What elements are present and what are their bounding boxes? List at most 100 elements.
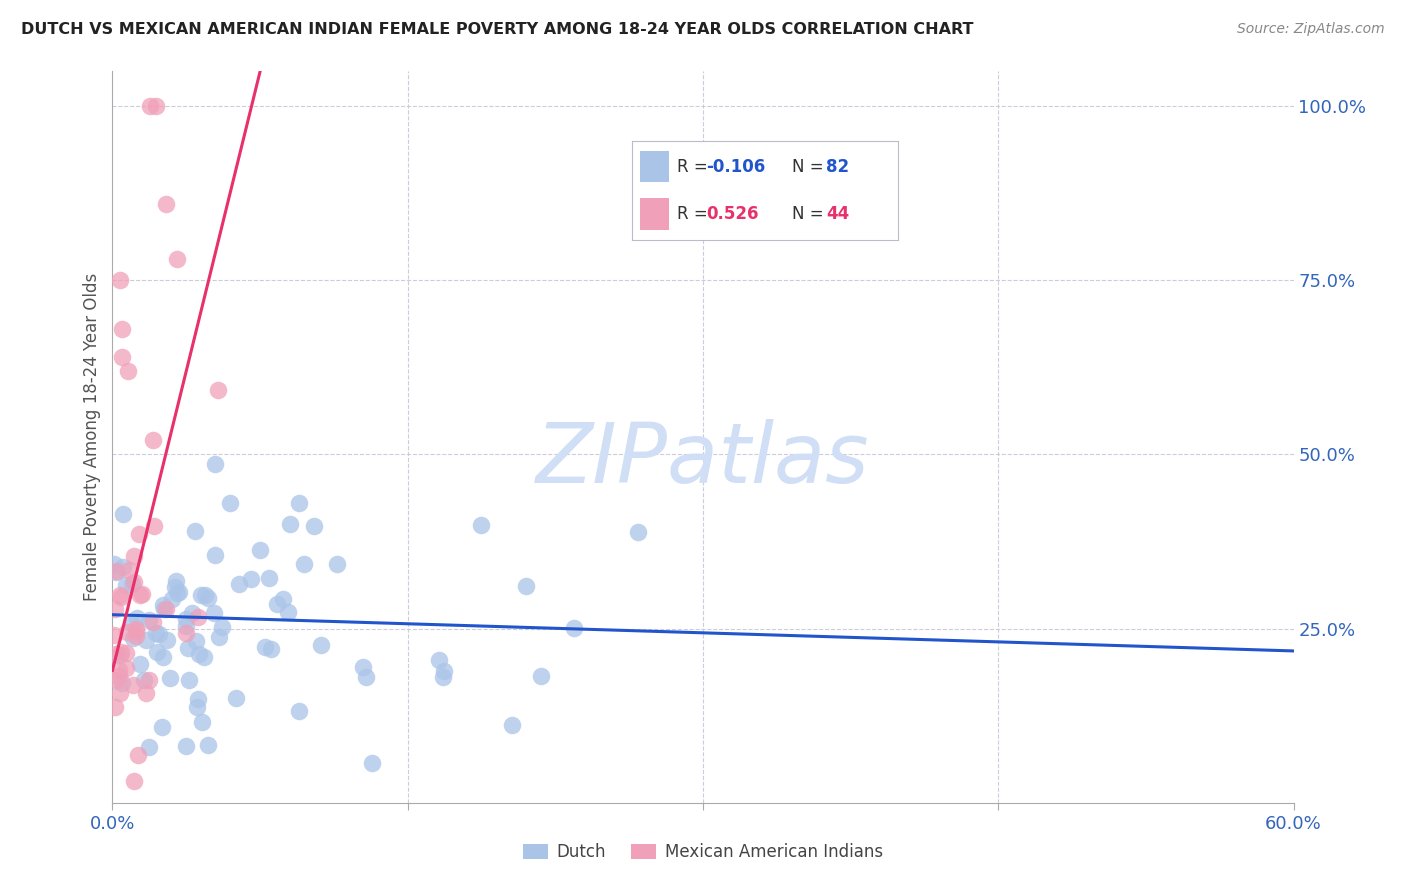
Point	[125, 629, 148, 643]
Point	[309, 638, 332, 652]
Point	[187, 610, 209, 624]
Point	[184, 634, 207, 648]
Point	[257, 571, 280, 585]
Point	[118, 563, 141, 577]
Point	[432, 670, 454, 684]
Point	[225, 690, 247, 705]
Point	[166, 586, 188, 600]
Point	[176, 739, 198, 753]
Point	[218, 496, 240, 510]
Point	[111, 560, 134, 574]
Point	[165, 574, 187, 588]
Point	[174, 612, 197, 626]
Point	[186, 700, 208, 714]
Point	[122, 575, 145, 590]
Point	[104, 700, 127, 714]
Point	[427, 653, 450, 667]
Point	[204, 458, 226, 472]
Point	[104, 565, 127, 579]
Point	[266, 597, 288, 611]
Point	[152, 650, 174, 665]
Point	[501, 718, 523, 732]
Point	[128, 526, 150, 541]
Point	[166, 252, 188, 267]
Point	[184, 524, 207, 538]
Point	[271, 592, 294, 607]
Text: ZIPatlas: ZIPatlas	[536, 418, 870, 500]
Point	[260, 642, 283, 657]
Point	[139, 99, 162, 113]
Point	[115, 646, 138, 660]
Point	[148, 626, 170, 640]
Point	[121, 631, 143, 645]
Point	[155, 602, 177, 616]
Point	[138, 740, 160, 755]
Point	[277, 605, 299, 619]
Point	[204, 548, 226, 562]
Point	[114, 577, 136, 591]
Point	[249, 542, 271, 557]
Point	[278, 517, 301, 532]
Point	[125, 624, 148, 639]
Point	[145, 99, 167, 113]
Point	[152, 599, 174, 613]
Point	[302, 519, 325, 533]
Point	[187, 692, 209, 706]
Point	[208, 630, 231, 644]
Point	[111, 322, 134, 336]
Point	[142, 615, 165, 629]
Point	[103, 557, 125, 571]
Point	[515, 579, 537, 593]
Point	[111, 676, 134, 690]
Legend: Dutch, Mexican American Indians: Dutch, Mexican American Indians	[516, 837, 890, 868]
Point	[190, 588, 212, 602]
Point	[143, 518, 166, 533]
Point	[530, 669, 553, 683]
Point	[115, 624, 138, 639]
Point	[110, 590, 132, 604]
Text: Source: ZipAtlas.com: Source: ZipAtlas.com	[1237, 22, 1385, 37]
Point	[176, 619, 198, 633]
Point	[627, 525, 650, 540]
Point	[145, 626, 167, 640]
Point	[138, 613, 160, 627]
Point	[104, 602, 127, 616]
Point	[352, 659, 374, 673]
Point	[121, 615, 143, 630]
Point	[292, 558, 315, 572]
Point	[108, 668, 131, 682]
Point	[131, 587, 153, 601]
Point	[129, 657, 152, 672]
Point	[132, 673, 155, 687]
Point	[121, 577, 143, 591]
Point	[470, 517, 492, 532]
Point	[193, 650, 215, 665]
Point	[194, 589, 217, 603]
Point	[105, 648, 128, 662]
Point	[211, 620, 233, 634]
Point	[326, 557, 349, 571]
Point	[117, 364, 139, 378]
Point	[127, 747, 149, 762]
Point	[167, 584, 190, 599]
Point	[108, 648, 131, 662]
Point	[103, 627, 125, 641]
Point	[142, 433, 165, 447]
Point	[155, 196, 177, 211]
Point	[181, 607, 204, 621]
Point	[197, 739, 219, 753]
Point	[135, 633, 157, 648]
Point	[122, 678, 145, 692]
Point	[128, 589, 150, 603]
Point	[174, 625, 197, 640]
Point	[288, 705, 311, 719]
Point	[111, 350, 134, 364]
Point	[191, 714, 214, 729]
Point	[433, 664, 456, 678]
Point	[110, 645, 132, 659]
Point	[110, 273, 132, 287]
Point	[155, 632, 177, 647]
Point	[159, 671, 181, 685]
Point	[112, 508, 135, 522]
Point	[125, 622, 148, 636]
